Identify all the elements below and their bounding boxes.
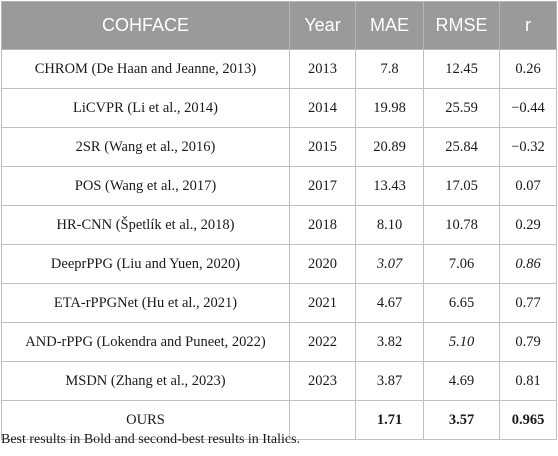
mae-cell: 8.10 — [355, 205, 424, 245]
year-cell: 2021 — [289, 283, 356, 323]
r-cell: 0.81 — [499, 361, 557, 401]
rmse-cell: 4.69 — [423, 361, 500, 401]
table-row: AND-rPPG (Lokendra and Puneet, 2022) 202… — [1, 322, 557, 362]
table-row: CHROM (De Haan and Jeanne, 2013) 2013 7.… — [1, 49, 557, 89]
year-cell — [289, 400, 356, 440]
year-cell: 2018 — [289, 205, 356, 245]
r-cell-second-best: 0.86 — [499, 244, 557, 284]
table-row-ours: OURS 1.71 3.57 0.965 — [1, 400, 557, 440]
method-cell: OURS — [1, 400, 290, 440]
method-cell: AND-rPPG (Lokendra and Puneet, 2022) — [1, 322, 290, 362]
year-cell: 2014 — [289, 88, 356, 128]
method-cell: CHROM (De Haan and Jeanne, 2013) — [1, 49, 290, 89]
method-cell: ETA-rPPGNet (Hu et al., 2021) — [1, 283, 290, 323]
r-cell: 0.07 — [499, 166, 557, 206]
r-cell: −0.32 — [499, 127, 557, 167]
method-cell: 2SR (Wang et al., 2016) — [1, 127, 290, 167]
year-cell: 2013 — [289, 49, 356, 89]
r-cell: 0.79 — [499, 322, 557, 362]
rmse-cell: 25.84 — [423, 127, 500, 167]
method-cell: DeeprPPG (Liu and Yuen, 2020) — [1, 244, 290, 284]
mae-cell: 3.87 — [355, 361, 424, 401]
year-cell: 2022 — [289, 322, 356, 362]
method-cell: HR-CNN (Špetlík et al., 2018) — [1, 205, 290, 245]
rmse-cell-second-best: 5.10 — [423, 322, 500, 362]
mae-cell: 3.82 — [355, 322, 424, 362]
header-mae: MAE — [355, 1, 424, 50]
method-cell: LiCVPR (Li et al., 2014) — [1, 88, 290, 128]
rmse-cell: 10.78 — [423, 205, 500, 245]
mae-cell: 20.89 — [355, 127, 424, 167]
mae-cell: 19.98 — [355, 88, 424, 128]
r-cell: 0.29 — [499, 205, 557, 245]
header-r: r — [499, 1, 557, 50]
rmse-cell: 6.65 — [423, 283, 500, 323]
table-row: MSDN (Zhang et al., 2023) 2023 3.87 4.69… — [1, 361, 557, 401]
year-cell: 2020 — [289, 244, 356, 284]
year-cell: 2023 — [289, 361, 356, 401]
mae-cell: 7.8 — [355, 49, 424, 89]
mae-cell: 4.67 — [355, 283, 424, 323]
mae-cell-best: 1.71 — [355, 400, 424, 440]
header-row: COHFACE Year MAE RMSE r — [1, 1, 557, 50]
table-row: HR-CNN (Špetlík et al., 2018) 2018 8.10 … — [1, 205, 557, 245]
mae-cell-second-best: 3.07 — [355, 244, 424, 284]
header-year: Year — [289, 1, 356, 50]
r-cell: 0.26 — [499, 49, 557, 89]
results-table: COHFACE Year MAE RMSE r CHROM (De Haan a… — [1, 1, 557, 440]
rmse-cell: 7.06 — [423, 244, 500, 284]
table-row: POS (Wang et al., 2017) 2017 13.43 17.05… — [1, 166, 557, 206]
rmse-cell: 17.05 — [423, 166, 500, 206]
year-cell: 2017 — [289, 166, 356, 206]
r-cell: −0.44 — [499, 88, 557, 128]
method-cell: MSDN (Zhang et al., 2023) — [1, 361, 290, 401]
rmse-cell: 25.59 — [423, 88, 500, 128]
r-cell-best: 0.965 — [499, 400, 557, 440]
table-row: DeeprPPG (Liu and Yuen, 2020) 2020 3.07 … — [1, 244, 557, 284]
table-row: ETA-rPPGNet (Hu et al., 2021) 2021 4.67 … — [1, 283, 557, 323]
table-row: 2SR (Wang et al., 2016) 2015 20.89 25.84… — [1, 127, 557, 167]
header-rmse: RMSE — [423, 1, 500, 50]
r-cell: 0.77 — [499, 283, 557, 323]
table-footnote: Best results in Bold and second-best res… — [1, 432, 301, 447]
method-cell: POS (Wang et al., 2017) — [1, 166, 290, 206]
rmse-cell-best: 3.57 — [423, 400, 500, 440]
header-method: COHFACE — [1, 1, 290, 50]
mae-cell: 13.43 — [355, 166, 424, 206]
table-row: LiCVPR (Li et al., 2014) 2014 19.98 25.5… — [1, 88, 557, 128]
year-cell: 2015 — [289, 127, 356, 167]
rmse-cell: 12.45 — [423, 49, 500, 89]
